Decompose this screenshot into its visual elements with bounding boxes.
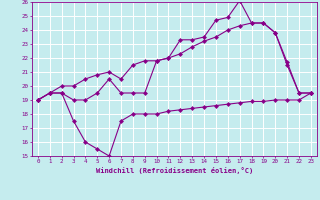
X-axis label: Windchill (Refroidissement éolien,°C): Windchill (Refroidissement éolien,°C) [96, 167, 253, 174]
